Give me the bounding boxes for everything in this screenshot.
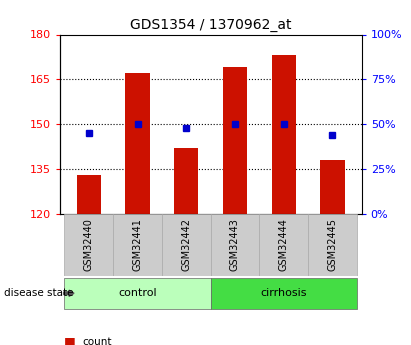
Text: disease state: disease state (4, 288, 74, 298)
Bar (211, 278, 357, 309)
Text: count: count (82, 337, 112, 345)
Text: GSM32444: GSM32444 (279, 218, 289, 272)
Bar (113, 214, 162, 276)
Title: GDS1354 / 1370962_at: GDS1354 / 1370962_at (130, 18, 291, 32)
Text: GSM32441: GSM32441 (133, 218, 143, 272)
Bar (223, 67, 247, 214)
Text: GSM32440: GSM32440 (84, 218, 94, 272)
Bar (308, 214, 357, 276)
Text: cirrhosis: cirrhosis (261, 288, 307, 298)
Bar (162, 214, 211, 276)
Text: control: control (118, 288, 157, 298)
Text: GSM32443: GSM32443 (230, 218, 240, 272)
Bar (272, 56, 296, 214)
Bar (174, 148, 199, 214)
Bar (76, 175, 101, 214)
Text: ■: ■ (64, 335, 76, 345)
Text: GSM32442: GSM32442 (181, 218, 191, 272)
Text: GSM32445: GSM32445 (328, 218, 337, 272)
Bar (65, 214, 113, 276)
Bar (320, 160, 345, 214)
Bar (259, 214, 308, 276)
Bar (211, 214, 259, 276)
Bar (65, 278, 210, 309)
Bar (125, 73, 150, 214)
